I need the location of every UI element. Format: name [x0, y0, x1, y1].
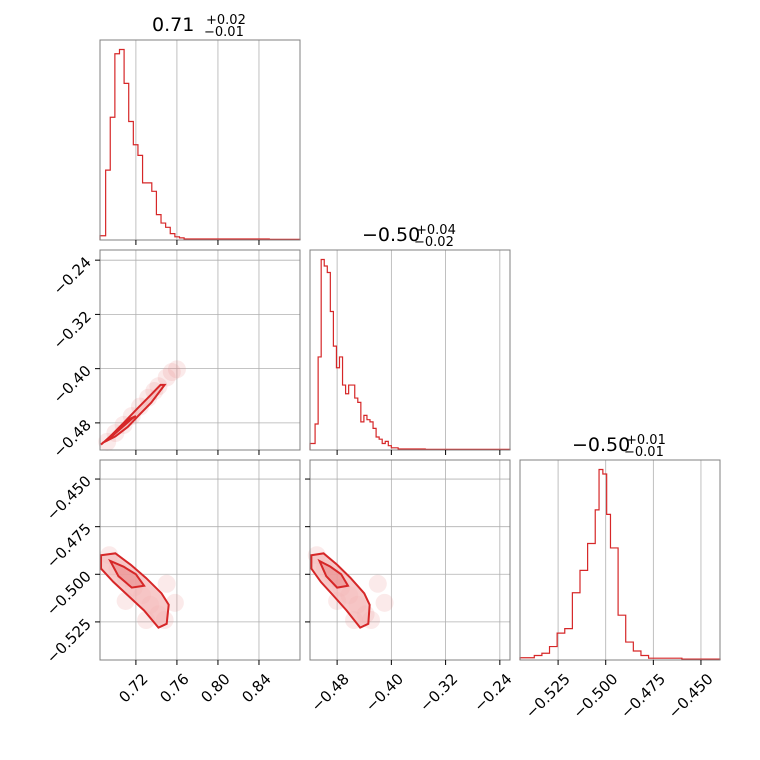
histogram-step: [309, 258, 511, 450]
axis-labels: 0.72 0.76 0.80 0.84 −0.48 −0.40 −0.32 −0.24 −0.5…: [43, 253, 717, 722]
scatter-point: [157, 368, 176, 387]
x-tick-label: −0.40: [362, 670, 407, 715]
panel-frame: [99, 249, 301, 451]
title-value: −0.50: [362, 224, 420, 246]
y-tick-label: −0.32: [50, 308, 95, 353]
scatter-point: [368, 574, 387, 593]
panel-frame: [309, 249, 511, 451]
panel-x_vs_z: [95, 459, 301, 665]
title-lower-error: −0.01: [204, 25, 244, 40]
panel-z_marginal: −0.50+0.01−0.01: [519, 433, 721, 665]
x-tick-label: −0.500: [569, 670, 621, 722]
title-lower-error: −0.01: [624, 445, 664, 460]
scatter-point: [165, 593, 184, 612]
contour-inner: [108, 558, 146, 589]
panel-title: 0.71 +0.02−0.01: [152, 13, 246, 40]
y-tick-label: −0.24: [50, 253, 95, 298]
y-tick-label: −0.475: [43, 520, 95, 572]
panel-frame: [99, 39, 301, 241]
x-tick-label: −0.475: [617, 670, 669, 722]
title-value: −0.50: [572, 434, 630, 456]
title-upper-error: +0.04: [416, 223, 456, 238]
x-tick-label: −0.450: [665, 670, 717, 722]
y-tick-label: −0.40: [50, 362, 95, 407]
x-tick-label: 0.76: [156, 670, 192, 706]
panel-frame: [99, 459, 301, 661]
contour-inner: [104, 415, 137, 443]
x-tick-label: −0.32: [416, 670, 461, 715]
x-tick-label: −0.525: [522, 670, 574, 722]
y-tick-label: −0.450: [43, 472, 95, 524]
x-tick-label: 0.80: [197, 670, 233, 706]
x-tick-label: −0.24: [470, 670, 515, 715]
panel-x_vs_y: [95, 249, 301, 455]
panel-y_marginal: −0.50+0.04−0.02: [309, 223, 511, 455]
x-tick-label: 0.84: [238, 670, 274, 706]
title-upper-error: +0.02: [206, 13, 246, 28]
histogram-step: [519, 468, 721, 660]
contour-inner: [317, 558, 350, 589]
panel-y_vs_z: [305, 459, 511, 665]
scatter-point: [162, 363, 181, 382]
scatter-point: [375, 593, 394, 612]
x-tick-label: −0.48: [308, 670, 353, 715]
panel-frame: [519, 459, 721, 661]
histogram-step: [99, 48, 301, 240]
scatter-point: [167, 360, 186, 379]
title-lower-error: −0.02: [414, 235, 454, 250]
y-tick-label: −0.525: [43, 615, 95, 667]
scatter-point: [157, 574, 176, 593]
panel-x_marginal: 0.71 +0.02−0.01: [99, 13, 301, 245]
title-value: 0.71: [152, 14, 194, 36]
y-tick-label: −0.500: [43, 567, 95, 619]
panel-title: −0.50+0.04−0.02: [362, 223, 456, 250]
panel-frame: [309, 459, 511, 661]
panel-title: −0.50+0.01−0.01: [572, 433, 666, 460]
x-tick-label: 0.72: [115, 670, 151, 706]
y-tick-label: −0.48: [50, 416, 95, 461]
title-upper-error: +0.01: [626, 433, 666, 448]
